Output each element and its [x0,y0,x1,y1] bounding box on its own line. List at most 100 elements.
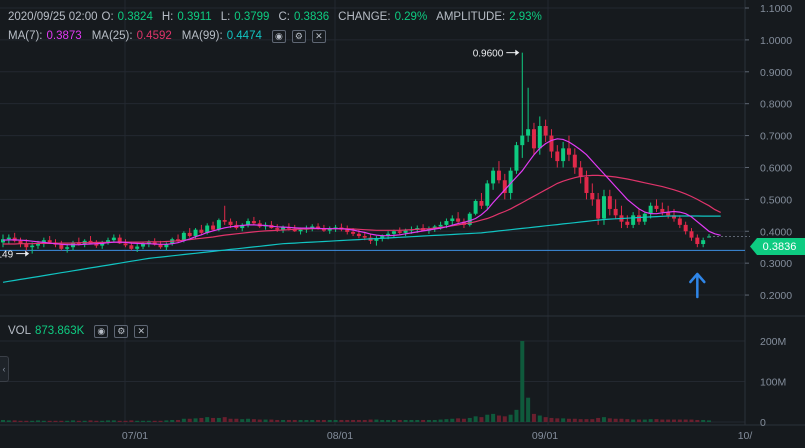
candle-body [572,154,577,168]
candle-body [106,240,111,243]
low-marker-arrowhead [25,250,30,257]
candle [671,208,676,222]
candle-body [327,228,332,231]
last-price-tag: 0.3836 [750,238,805,255]
close-icon[interactable]: ✕ [134,324,149,338]
candle [526,87,531,142]
volume-axis: 0 100M 200M [760,336,786,429]
volume-bar [496,415,501,422]
volume-bar [76,420,81,422]
volume-bar [170,419,175,422]
change-label: CHANGE: [338,11,391,23]
volume-bar [164,420,169,422]
candle [345,225,350,235]
eye-icon[interactable]: ◉ [94,324,109,338]
high-marker-arrowhead [515,49,520,56]
volume-bar [269,419,274,422]
candle [584,170,589,200]
volume-bar [228,418,233,422]
candle-body [531,129,536,149]
candle [391,229,396,238]
candle-body [467,213,472,225]
candle-body [566,148,571,155]
volume-bar [479,417,484,422]
candle-body [362,236,367,238]
volume-bar [327,419,332,422]
candle-body [59,244,64,249]
volume-bar [432,419,437,422]
volume-bar [660,419,665,422]
settings-icon[interactable]: ⚙ [114,324,129,338]
candle-body [123,243,128,246]
volume-bar [549,417,554,422]
candle-body [666,212,671,216]
candle-body [193,229,198,237]
collapse-chevron-icon[interactable]: ‹ [0,356,9,382]
volume-bar [12,420,17,422]
volume-bar [275,419,280,422]
settings-icon[interactable]: ⚙ [291,29,306,43]
candle [491,167,496,190]
candle-body [181,232,186,241]
candle [327,226,332,234]
volume-bar [129,420,134,422]
volume-bar [88,420,93,422]
candle-body [677,218,682,225]
candle-body [636,215,641,222]
candle [456,212,461,224]
candle-body [374,238,379,241]
volume-bar [82,420,87,422]
candle [613,199,618,219]
volume-bar [286,419,291,422]
candle [695,234,700,248]
volume-bar [607,418,612,422]
volume-bar [24,420,29,422]
volume-bar [356,419,361,422]
volume-bar [409,419,414,422]
candle-body [584,177,589,193]
price-tick-label: 1.0000 [760,35,792,47]
volume-bar [625,419,630,422]
candle-body [310,226,315,229]
candle-body [456,218,461,222]
candle [607,189,612,216]
volume-bar [584,419,589,422]
candle [6,234,11,245]
volume-bar [444,419,449,422]
candle-body [654,205,659,209]
volume-bar [677,419,682,422]
candle [520,52,525,158]
candle [193,228,198,240]
candle [211,221,216,232]
volume-bar [351,419,356,422]
candle-body [6,237,11,240]
volume-bar [94,420,99,422]
candle-body [286,227,291,229]
close-icon[interactable]: ✕ [311,29,326,43]
amplitude-label: AMPLITUDE: [436,11,506,23]
volume-bar [561,418,566,422]
volume-bar [386,419,391,422]
volume-bar [59,420,64,422]
volume-bar [543,417,548,422]
candle [631,212,636,229]
candle-body [1,239,5,243]
price-tick-label: 0.2000 [760,290,792,302]
candle [619,205,624,229]
candle [561,141,566,168]
candle-datetime: 2020/09/25 02:00 [8,11,98,23]
candle-body [502,180,507,193]
candle [473,199,478,216]
high-marker-label: 0.9600 [473,49,504,60]
volume-bar [467,417,472,422]
candle [234,221,239,230]
volume-bar [222,417,227,422]
candle [240,223,245,232]
candle-body [561,148,566,162]
volume-bar [47,420,52,422]
volume-bar [158,420,163,422]
candle-body [18,240,23,245]
eye-icon[interactable]: ◉ [271,29,286,43]
